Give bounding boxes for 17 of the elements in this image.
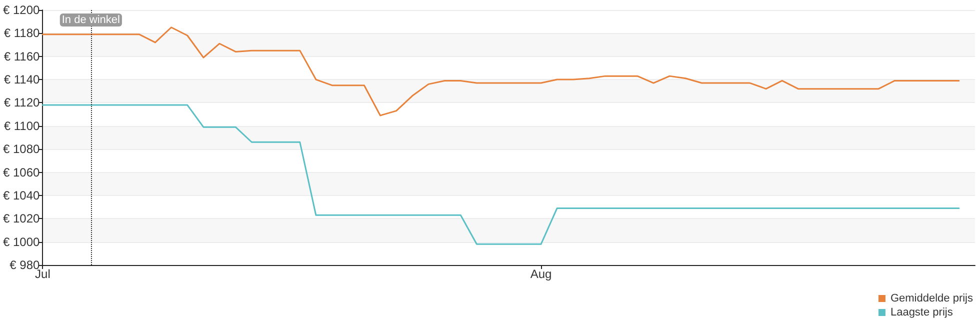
x-tick-label: Aug [530, 267, 552, 281]
y-tick-label: € 1000 [3, 234, 40, 249]
line-series [42, 26, 960, 116]
y-tick-label: € 1020 [3, 212, 40, 226]
y-tick-label: € 1140 [4, 72, 40, 87]
y-tick-label: € 1200 [3, 3, 40, 17]
line-series [42, 104, 960, 245]
y-tick-label: € 1100 [4, 118, 40, 133]
legend-label: Gemiddelde prijs [890, 292, 974, 304]
y-tick-label: € 1080 [3, 142, 40, 156]
y-tick-label: € 1120 [4, 96, 40, 110]
legend-label: Laagste prijs [890, 306, 954, 318]
ref-line-label: In de winkel [62, 14, 120, 26]
y-tick-label: € 1180 [4, 26, 40, 40]
y-tick-label: € 1160 [4, 49, 40, 64]
y-tick-label: € 1060 [3, 165, 40, 180]
y-tick-label: € 1040 [3, 188, 40, 202]
